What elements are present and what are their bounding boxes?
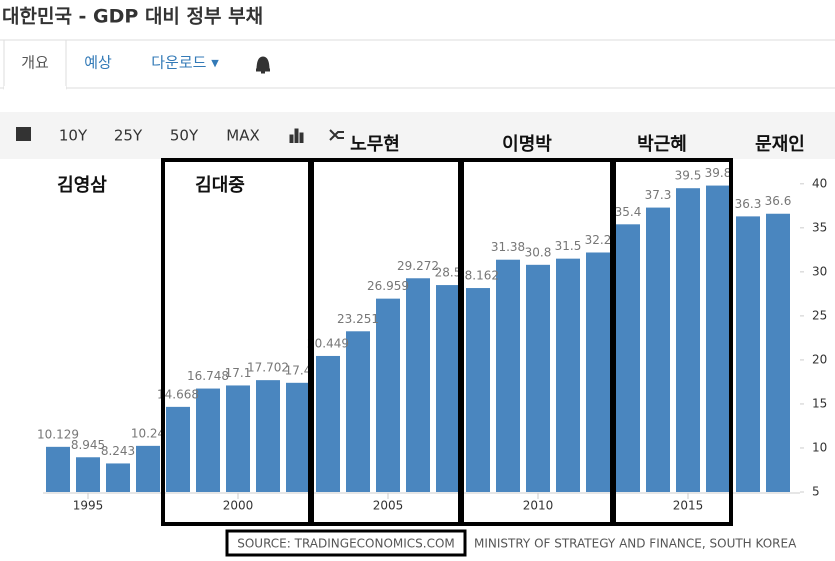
value-label: 32.2 [585, 233, 612, 247]
x-tick-label: 2005 [373, 499, 404, 513]
y-tick-label: 10 [812, 440, 827, 454]
bar [646, 207, 670, 492]
tab-cover [4, 86, 66, 90]
bar [736, 216, 760, 492]
bar [46, 446, 70, 492]
bar [346, 331, 370, 492]
y-tick-label: 15 [812, 396, 827, 410]
value-label: 8.945 [71, 438, 105, 452]
bar [436, 285, 460, 492]
value-label: 31.5 [555, 239, 582, 253]
source-box [225, 529, 467, 557]
annotation: 박근혜 [637, 134, 687, 155]
bar [316, 355, 340, 492]
tab[interactable]: 예상 [84, 54, 112, 72]
annotation: 문재인 [755, 134, 805, 155]
bell-icon[interactable] [256, 56, 270, 74]
value-label: 23.251 [337, 312, 379, 326]
value-label: 14.668 [157, 387, 199, 401]
value-label: 29.272 [397, 259, 439, 273]
bar [376, 298, 400, 492]
range-button[interactable]: 25Y [114, 127, 143, 145]
bar [766, 213, 790, 492]
value-label: 39.5 [675, 169, 702, 183]
chart-type-icon[interactable] [289, 128, 304, 143]
y-tick-label: 30 [812, 264, 827, 278]
bar [196, 388, 220, 492]
value-label: 10.129 [37, 427, 79, 441]
value-label: 39.8 [705, 166, 732, 180]
x-tick-label: 2010 [523, 499, 554, 513]
y-tick-label: 25 [812, 308, 827, 322]
annotation: 이명박 [502, 134, 552, 155]
calendar-icon[interactable] [16, 127, 31, 141]
bar [256, 380, 280, 492]
value-label: 26.959 [367, 279, 409, 293]
bar [166, 406, 190, 492]
value-label: 20.449 [307, 336, 349, 350]
y-tick-label: 20 [812, 352, 827, 366]
annotation: 김대중 [195, 175, 245, 196]
value-label: 36.6 [765, 194, 792, 208]
bar [106, 463, 130, 492]
x-tick-label: 2000 [223, 499, 254, 513]
toolbar [0, 112, 835, 159]
active-tab [3, 39, 67, 90]
source: SOURCE: TRADINGECONOMICS.COM [237, 537, 455, 551]
value-label: 17.1 [225, 366, 252, 380]
page-title: 대한민국 - GDP 대비 정부 부채 [2, 6, 263, 28]
value-label: 36.3 [735, 197, 762, 211]
value-label: 16.748 [187, 369, 229, 383]
range-button[interactable]: 50Y [170, 127, 199, 145]
bar [406, 278, 430, 492]
range-button[interactable]: MAX [226, 127, 259, 145]
bar [496, 259, 520, 492]
bar [136, 445, 160, 492]
value-label: 31.38 [491, 240, 525, 254]
bar [286, 382, 310, 492]
value-label: 10.24 [131, 426, 165, 440]
value-label: 8.243 [101, 444, 135, 458]
term-box [612, 158, 733, 526]
tab[interactable]: 다운로드 ▾ [151, 54, 219, 72]
y-tick-label: 35 [812, 220, 827, 234]
annotation: 노무현 [350, 134, 400, 155]
tab[interactable]: 개요 [21, 54, 49, 72]
value-label: 37.3 [645, 188, 672, 202]
bar [226, 385, 250, 492]
value-label: 28.5 [435, 266, 462, 280]
value-label: 17.702 [247, 361, 289, 375]
annotation: 김영삼 [57, 175, 107, 196]
bar [76, 457, 100, 492]
value-label: 30.8 [525, 245, 552, 259]
value-label: 17.4 [285, 363, 312, 377]
bar [706, 185, 730, 493]
bar [586, 252, 610, 492]
value-label: 28.162 [457, 269, 499, 283]
bar [676, 188, 700, 493]
bar [616, 224, 640, 493]
bar [466, 288, 490, 492]
x-tick-label: 1995 [73, 499, 104, 513]
y-tick-label: 40 [812, 176, 827, 190]
source: MINISTRY OF STRATEGY AND FINANCE, SOUTH … [474, 537, 797, 551]
shuffle-icon[interactable] [329, 129, 344, 141]
range-button[interactable]: 10Y [59, 127, 88, 145]
x-tick-label: 2015 [673, 499, 704, 513]
bar [526, 264, 550, 492]
value-label: 35.4 [615, 205, 642, 219]
y-tick-label: 5 [812, 485, 820, 499]
bar [556, 258, 580, 492]
